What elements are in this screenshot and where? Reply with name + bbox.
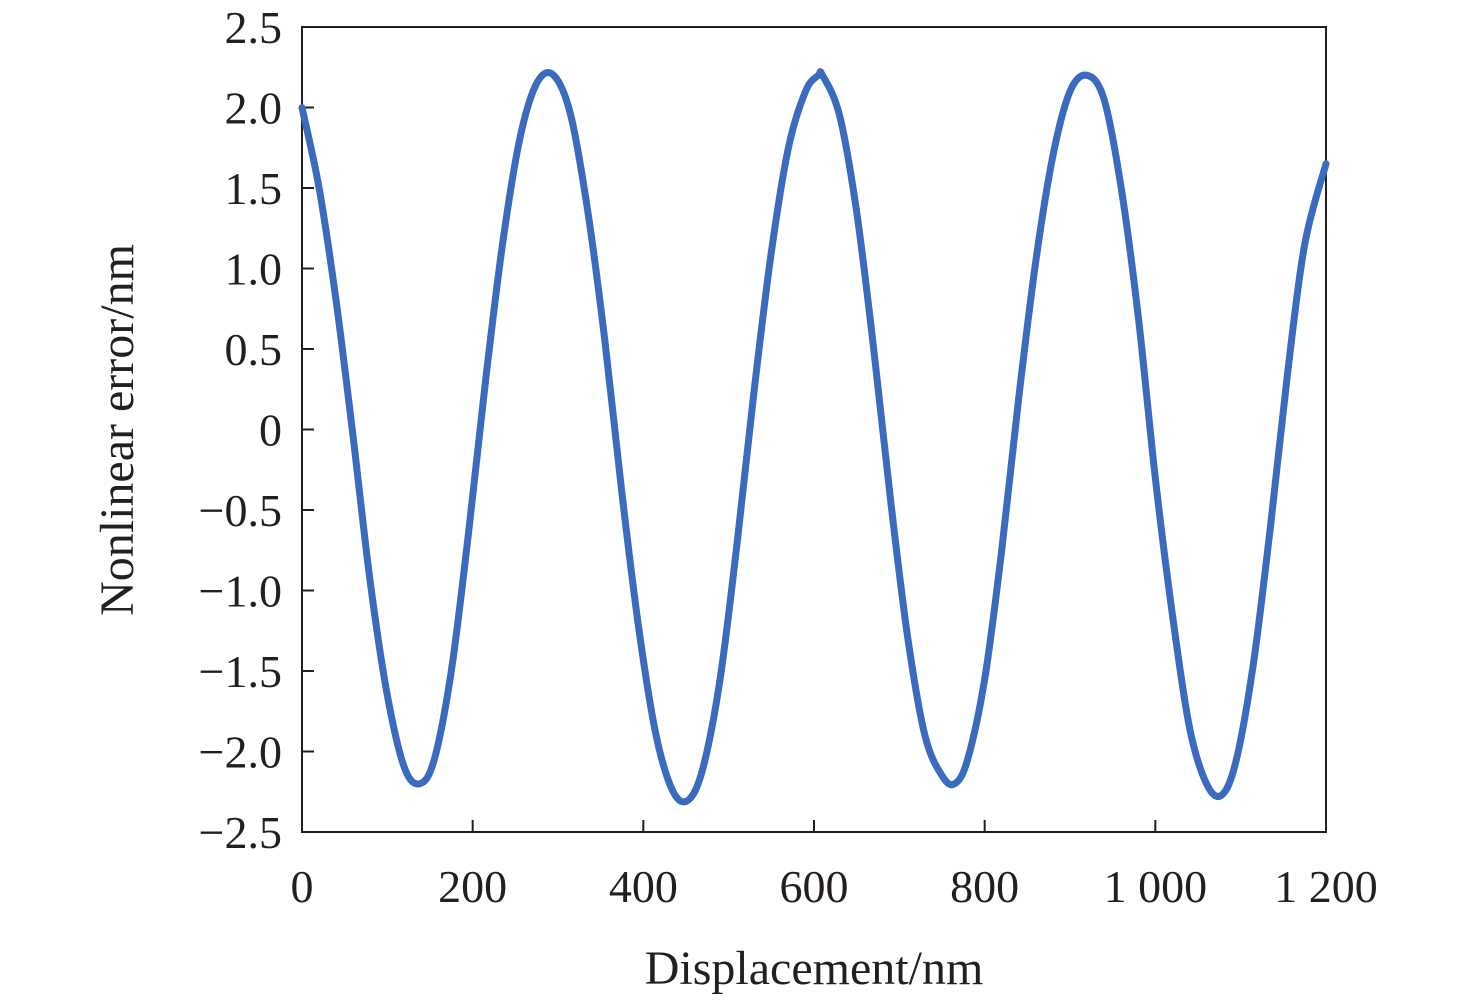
x-tick-label: 400 — [609, 861, 678, 912]
plot-frame — [301, 26, 1327, 833]
y-tick-label: −1.5 — [199, 646, 282, 697]
y-tick-label: −1.0 — [199, 566, 282, 617]
x-tick-label: 1 200 — [1274, 861, 1378, 912]
y-tick-label: 0.5 — [225, 324, 283, 375]
x-tick-label: 1 000 — [1104, 861, 1208, 912]
y-tick-label: 1.0 — [225, 244, 283, 295]
y-axis-ticks — [302, 106, 314, 753]
y-tick-label: 1.5 — [225, 163, 283, 214]
y-tick-label: 2.5 — [225, 2, 283, 53]
y-tick-label: 0 — [259, 405, 282, 456]
x-tick-label: 600 — [780, 861, 849, 912]
x-tick-label: 0 — [291, 861, 314, 912]
x-tick-label: 800 — [950, 861, 1019, 912]
y-tick-label: −0.5 — [199, 485, 282, 536]
y-axis-title: Nonlinear error/nm — [91, 244, 144, 616]
y-tick-label: −2.5 — [199, 807, 282, 858]
series-layer — [298, 68, 1330, 806]
y-tick-label: −2.0 — [199, 727, 282, 778]
x-axis-title: Displacement/nm — [645, 942, 984, 995]
x-tick-label: 200 — [438, 861, 507, 912]
x-axis-ticks — [471, 820, 1157, 832]
y-axis-tick-labels: 2.5 2.0 1.5 1.0 0.5 0 −0.5 −1.0 −1.5 −2.0 −2.5 — [199, 2, 282, 858]
series-line-0 — [298, 68, 1330, 806]
y-tick-label: 2.0 — [225, 83, 283, 134]
x-axis-tick-labels: 0 200 400 600 800 1 000 1 200 — [291, 861, 1378, 912]
